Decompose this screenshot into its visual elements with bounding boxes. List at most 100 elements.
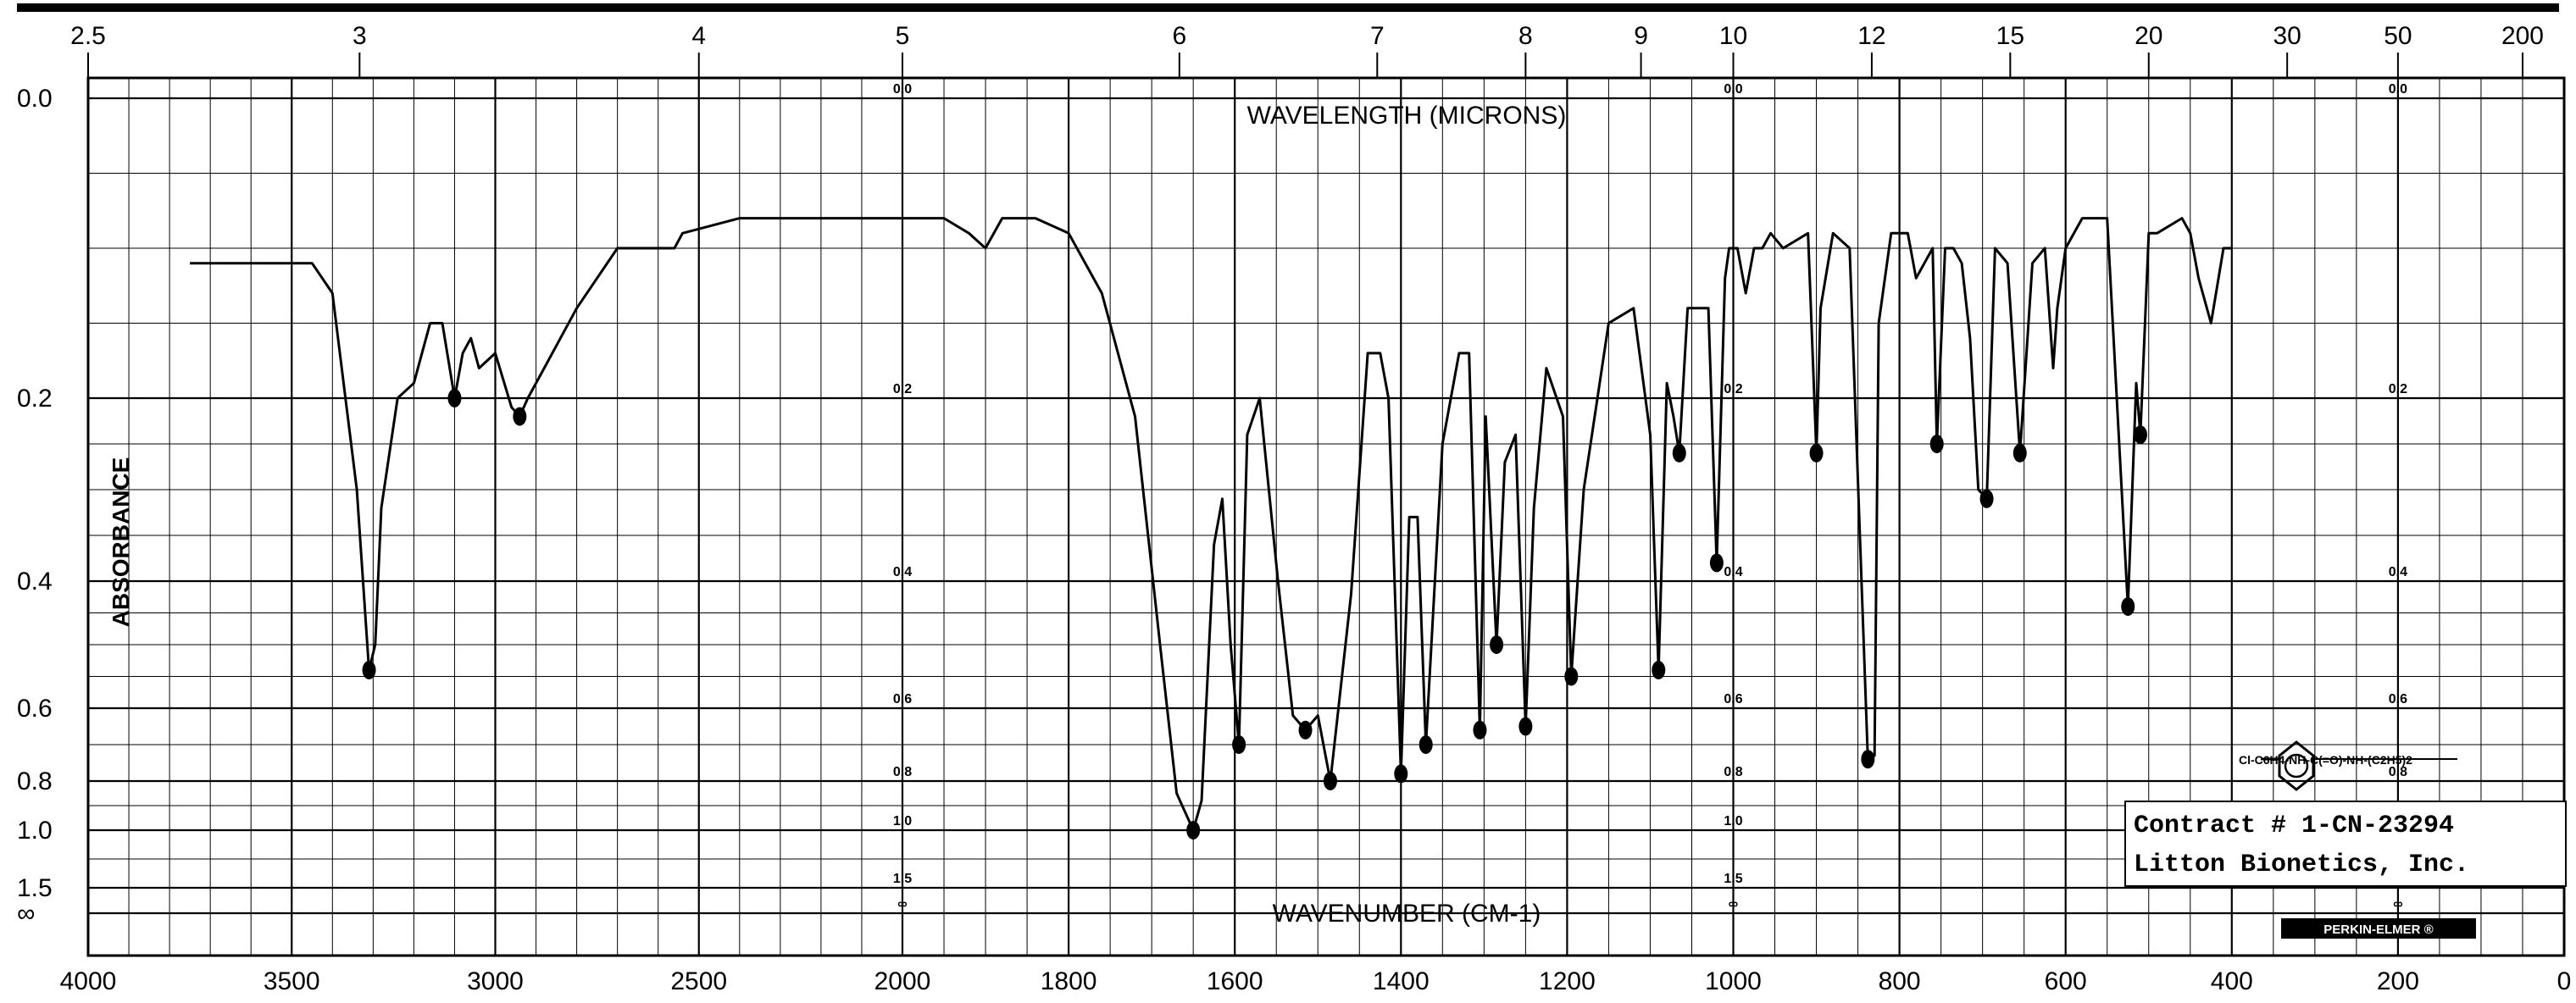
inner-scale-label: 0.4 (1724, 565, 1742, 579)
inner-scale-label: 0.6 (2389, 692, 2407, 707)
peak-marker (1979, 489, 1994, 508)
inner-scale-label: 0.0 (2389, 82, 2407, 97)
top-tick-label: 15 (1996, 22, 2024, 50)
y-tick-label: 0.2 (17, 385, 53, 413)
top-tick-label: 4 (691, 22, 706, 50)
plot-frame (86, 76, 2566, 957)
peak-marker (1473, 720, 1487, 740)
x-tick-label: 400 (2211, 967, 2253, 995)
y-tick-label: ∞ (17, 900, 35, 928)
y-tick-label: 1.0 (17, 817, 53, 845)
top-tick-label: 20 (2135, 22, 2162, 50)
brand-plate (2281, 918, 2476, 939)
y-tick-label: 1.5 (17, 874, 53, 902)
x-tick-label: 2500 (670, 967, 727, 995)
inner-scale-label: 0.8 (893, 765, 912, 779)
series-layer (190, 217, 2232, 840)
x-tick-label: 1000 (1705, 967, 1762, 995)
peak-marker (447, 389, 462, 407)
peak-marker (1929, 435, 1944, 453)
peak-marker (1518, 717, 1533, 736)
inner-scale-label: 0.2 (2389, 382, 2407, 396)
peak-marker (1490, 635, 1504, 654)
inner-scale-label: 1.5 (893, 872, 912, 886)
axes: 4000 3500 3000 2500 2000 1800 1600 1400 1200 1000… (17, 3, 2571, 995)
inner-scale-label: 0.2 (1724, 382, 1742, 396)
top-tick-label: 50 (2384, 22, 2412, 50)
inner-scale-label: 0.6 (893, 692, 912, 707)
top-tick-label: 5 (896, 22, 910, 50)
peak-marker (1418, 735, 1433, 754)
top-tick-label: 12 (1857, 22, 1885, 50)
peak-marker (1232, 735, 1246, 754)
inner-scale-label: ∞ (1729, 897, 1738, 912)
inner-scale-label: 0.0 (893, 82, 912, 97)
x-tick-label: 1800 (1041, 967, 1097, 995)
peak-marker (1323, 772, 1337, 790)
inner-scale-label: ∞ (897, 897, 907, 912)
inner-scale-label: 1.0 (1724, 814, 1742, 828)
x-tick-label: 600 (2045, 967, 2087, 995)
aromatic-circle-icon (2284, 753, 2309, 779)
top-tick-label: 8 (1518, 22, 1533, 50)
benzene-ring-icon (2278, 740, 2315, 791)
inner-scale-label: 0.8 (1724, 765, 1742, 779)
wavelength-axis-title: WAVELENGTH (MICRONS) (1247, 102, 1567, 130)
peak-marker (513, 407, 527, 426)
x-tick-label: 1600 (1207, 967, 1263, 995)
spectrum-line (190, 217, 2232, 832)
structure-formula-text: Cl-C6H4-NH-C(=O)-NH-(C2H5)2 (2239, 753, 2412, 767)
peak-marker (1652, 661, 1666, 679)
company-name-text: Litton Bionetics, Inc. (2134, 851, 2469, 879)
inner-scale-label: 0.6 (1724, 692, 1742, 707)
inner-scale-label: 0.4 (2389, 565, 2407, 579)
peak-marker (2012, 443, 2027, 463)
peak-marker (1861, 750, 1875, 769)
top-tick-label: 10 (1719, 22, 1747, 50)
x-tick-label: 800 (1879, 967, 1921, 995)
peak-marker (2121, 597, 2135, 616)
peak-marker (2133, 425, 2147, 445)
inner-scale-label: 0.0 (1724, 82, 1742, 97)
peak-marker (1298, 720, 1313, 740)
top-border (17, 3, 2559, 12)
x-tick-label: 1400 (1373, 967, 1430, 995)
x-tick-label: 4000 (60, 967, 117, 995)
top-tick-label: 6 (1172, 22, 1186, 50)
y-tick-label: 0.0 (17, 85, 53, 113)
inner-scale-label: 1.5 (1724, 872, 1742, 886)
top-tick-label: 200 (2501, 22, 2544, 50)
chemical-structure-drawing: Cl-C6H4-NH-C(=O)-NH-(C2H5)2 (2239, 740, 2457, 791)
inner-scale-label: 0.8 (2389, 765, 2407, 779)
inner-scale-label: 0.2 (893, 382, 912, 396)
perkin-elmer-logo: PERKIN-ELMER ® (2323, 923, 2433, 937)
x-tick-label: 2000 (874, 967, 931, 995)
wavenumber-axis-title: WAVENUMBER (CM-1) (1273, 900, 1541, 928)
peak-marker (362, 661, 376, 679)
peak-marker (1564, 667, 1579, 686)
top-tick-label: 9 (1634, 22, 1648, 50)
x-tick-label: 3500 (264, 967, 320, 995)
annotations: Contract # 1-CN-23294 Litton Bionetics, I… (2124, 801, 2567, 939)
y-tick-label: 0.4 (17, 568, 53, 596)
y-tick-label: 0.8 (17, 767, 53, 795)
top-tick-label: 3 (353, 22, 367, 50)
inner-scale-label: ∞ (2393, 897, 2402, 912)
x-tick-label: 0 (2557, 967, 2572, 995)
peak-marker (1672, 443, 1686, 463)
inner-scale-label: 1.0 (893, 814, 912, 828)
absorbance-axis-title: ABSORBANCE (108, 457, 134, 628)
inner-scale-label: 0.4 (893, 565, 912, 579)
top-tick-label: 7 (1370, 22, 1385, 50)
contract-box (2124, 801, 2567, 887)
y-tick-label: 0.6 (17, 695, 53, 723)
peak-marker (1394, 764, 1408, 784)
peak-marker (1809, 443, 1824, 463)
contract-number-text: Contract # 1-CN-23294 (2134, 812, 2454, 840)
x-tick-label: 1200 (1539, 967, 1596, 995)
peak-marker (1186, 821, 1201, 840)
top-tick-label: 2.5 (70, 22, 106, 50)
top-tick-label: 30 (2273, 22, 2301, 50)
peak-marker (1709, 553, 1724, 573)
x-tick-label: 3000 (467, 967, 524, 995)
